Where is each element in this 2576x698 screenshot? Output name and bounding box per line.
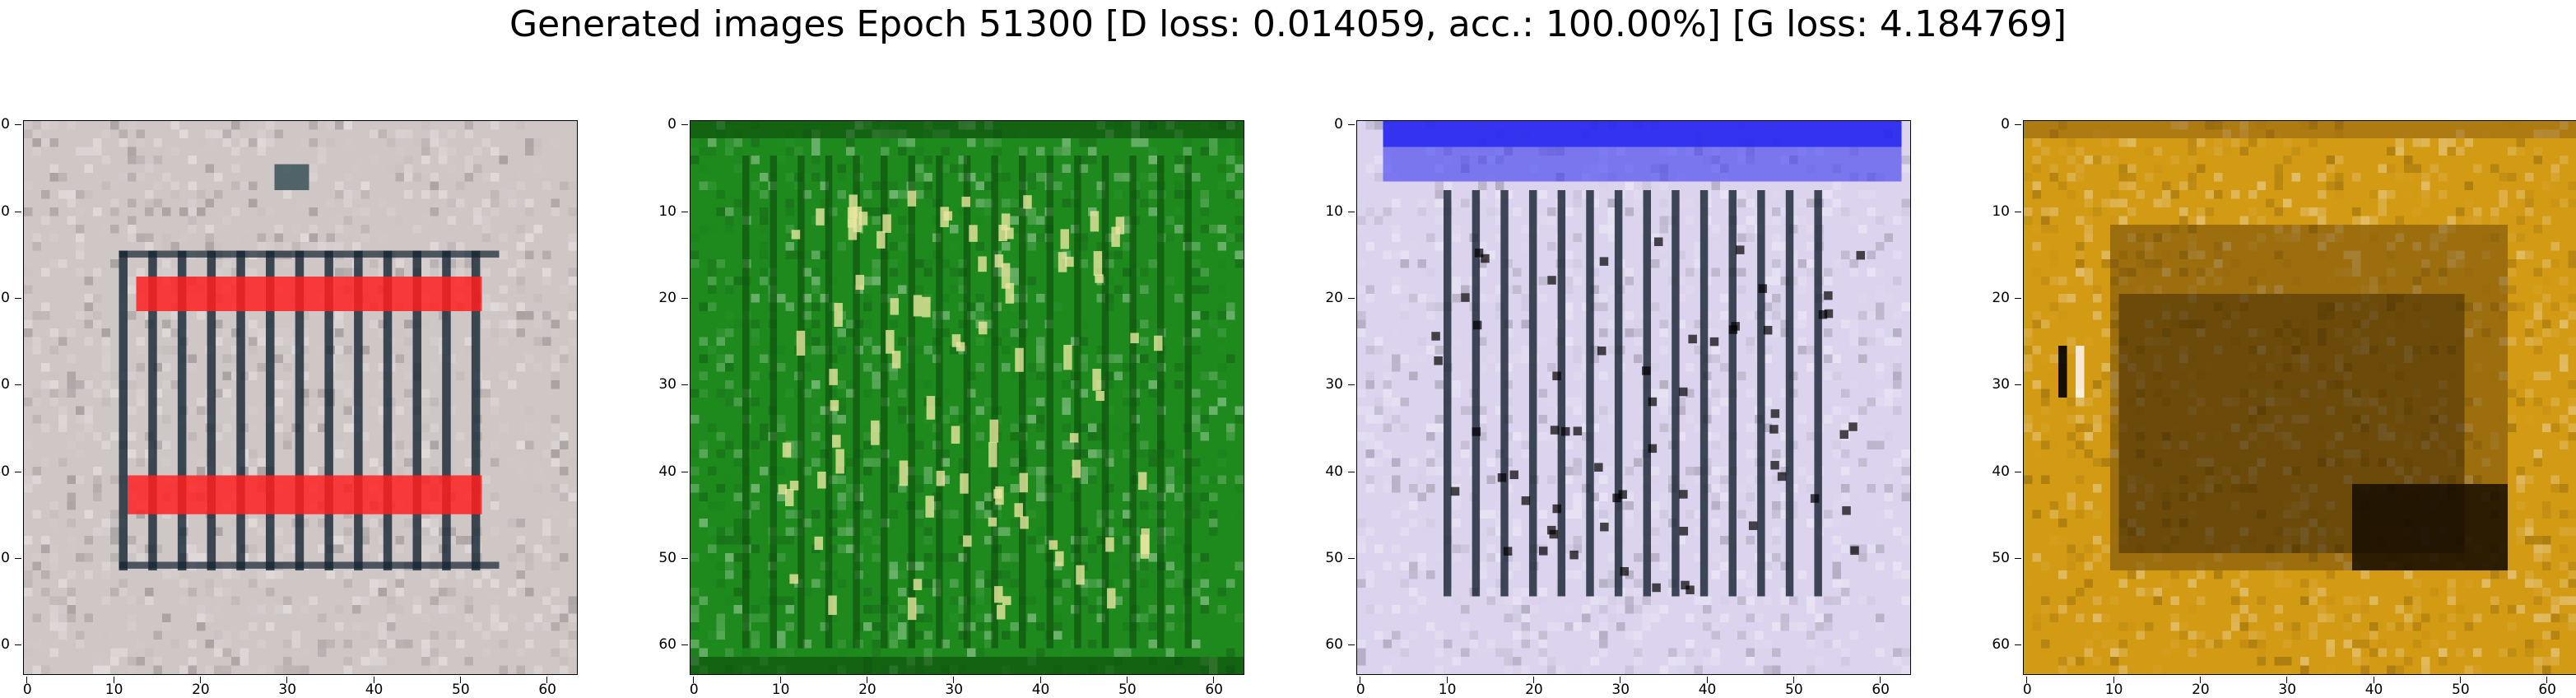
x-tick-label: 10 — [2102, 683, 2127, 697]
x-tick-label: 40 — [1029, 683, 1053, 697]
y-tick-label: 60 — [1990, 638, 2010, 652]
y-tick-label: 40 — [657, 465, 677, 479]
generated-image-4 — [2023, 120, 2576, 675]
x-tick-label: 60 — [2535, 683, 2560, 697]
x-tick-label: 30 — [942, 683, 966, 697]
y-tick-label: 10 — [0, 205, 10, 219]
x-tick-label: 0 — [1348, 683, 1373, 697]
y-tick-label: 40 — [1323, 465, 1343, 479]
y-tick-label: 50 — [0, 551, 10, 565]
x-tick-label: 30 — [275, 683, 300, 697]
y-tick-label: 20 — [1990, 291, 2010, 305]
x-tick-label: 60 — [535, 683, 560, 697]
x-tick-label: 50 — [1782, 683, 1806, 697]
y-tick-label: 60 — [1323, 638, 1343, 652]
y-tick-label: 20 — [1323, 291, 1343, 305]
generated-image-2 — [690, 120, 1244, 675]
y-tick-label: 20 — [657, 291, 677, 305]
y-tick-label: 60 — [0, 638, 10, 652]
y-tick-label: 30 — [657, 378, 677, 392]
y-tick-label: 50 — [657, 551, 677, 565]
y-tick-label: 0 — [1323, 118, 1343, 132]
y-tick-label: 40 — [0, 465, 10, 479]
figure-title: Generated images Epoch 51300 [D loss: 0.… — [0, 0, 2576, 49]
x-tick-label: 40 — [2362, 683, 2387, 697]
generated-image-1 — [23, 120, 578, 675]
x-tick-label: 0 — [681, 683, 706, 697]
y-tick-label: 10 — [1323, 205, 1343, 219]
x-tick-label: 40 — [1695, 683, 1720, 697]
x-tick-label: 20 — [188, 683, 213, 697]
generated-image-3 — [1356, 120, 1911, 675]
y-tick-label: 30 — [0, 378, 10, 392]
x-tick-label: 10 — [769, 683, 793, 697]
y-tick-label: 10 — [657, 205, 677, 219]
y-tick-label: 30 — [1990, 378, 2010, 392]
y-tick-label: 50 — [1323, 551, 1343, 565]
y-tick-label: 0 — [657, 118, 677, 132]
y-tick-label: 60 — [657, 638, 677, 652]
y-tick-label: 20 — [0, 291, 10, 305]
x-tick-label: 50 — [2448, 683, 2473, 697]
x-tick-label: 30 — [1608, 683, 1633, 697]
y-tick-label: 0 — [0, 118, 10, 132]
x-tick-label: 30 — [2275, 683, 2299, 697]
x-tick-label: 10 — [102, 683, 127, 697]
x-tick-label: 0 — [2015, 683, 2039, 697]
y-tick-label: 50 — [1990, 551, 2010, 565]
x-tick-label: 50 — [1115, 683, 1140, 697]
y-tick-label: 40 — [1990, 465, 2010, 479]
x-tick-label: 20 — [855, 683, 880, 697]
x-tick-label: 0 — [15, 683, 40, 697]
x-tick-label: 60 — [1202, 683, 1226, 697]
x-tick-label: 20 — [2188, 683, 2213, 697]
x-tick-label: 40 — [362, 683, 387, 697]
x-tick-label: 10 — [1435, 683, 1460, 697]
x-tick-label: 50 — [449, 683, 473, 697]
y-tick-label: 0 — [1990, 118, 2010, 132]
y-tick-label: 30 — [1323, 378, 1343, 392]
y-tick-label: 10 — [1990, 205, 2010, 219]
x-tick-label: 60 — [1868, 683, 1893, 697]
x-tick-label: 20 — [1522, 683, 1546, 697]
